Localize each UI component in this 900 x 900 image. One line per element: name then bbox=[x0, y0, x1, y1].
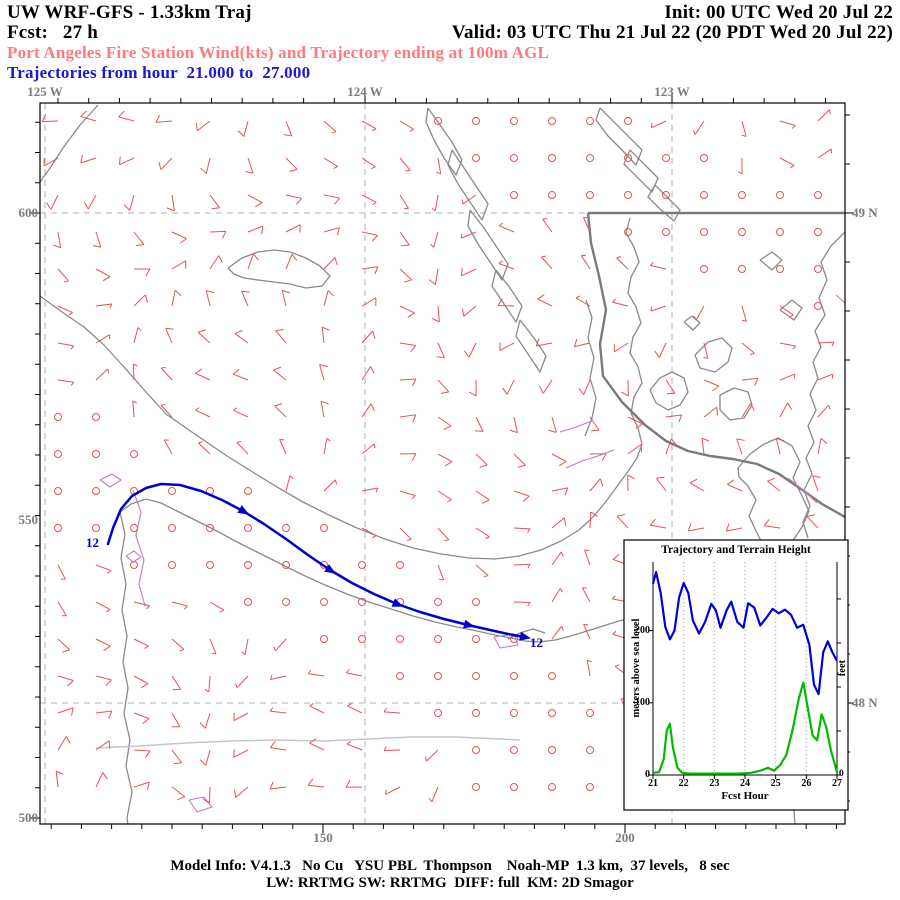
y-axis-tick-label: 550 bbox=[18, 512, 39, 527]
inset-x-tick-label: 27 bbox=[832, 778, 842, 789]
inset-x-tick-label: 25 bbox=[770, 778, 781, 789]
subtitle-wind: Port Angeles Fire Station Wind(kts) and … bbox=[7, 43, 550, 62]
inset-y-tick-label: 100 bbox=[635, 696, 650, 708]
x-axis-tick-label: 200 bbox=[615, 830, 635, 845]
inset-x-tick-label: 22 bbox=[678, 778, 689, 789]
x-axis-tick-label: 150 bbox=[313, 830, 333, 845]
latitude-label: 49 N bbox=[852, 205, 878, 220]
latitude-label: 48 N bbox=[852, 695, 878, 710]
model-info-line1: Model Info: V4.1.3 No Cu YSU PBL Thompso… bbox=[170, 858, 730, 874]
model-title: UW WRF-GFS - 1.33km Traj bbox=[7, 2, 252, 23]
inset-y-axis-title: meters above sea level bbox=[630, 618, 642, 718]
longitude-label: 123 W bbox=[654, 84, 690, 99]
y-axis-tick-label: 600 bbox=[18, 205, 39, 220]
inset-x-tick-label: 26 bbox=[801, 778, 812, 789]
inset-x-tick-label: 23 bbox=[709, 778, 720, 789]
valid-time: Valid: 03 UTC Thu 21 Jul 22 (20 PDT Wed … bbox=[451, 22, 893, 43]
inset-y-tick-label: 200 bbox=[635, 624, 650, 636]
trajectory-end-label: 12 bbox=[530, 635, 543, 650]
longitude-label: 124 W bbox=[347, 84, 383, 99]
init-time: Init: 00 UTC Wed 20 Jul 22 bbox=[664, 2, 893, 23]
inset-x-axis-title: Fcst Hour bbox=[721, 790, 769, 802]
inset-y-tick-label: 0 bbox=[645, 769, 650, 780]
inset-x-tick-label: 21 bbox=[648, 778, 658, 789]
inset-right-tick-label: 0 bbox=[839, 769, 844, 779]
forecast-hour: Fcst: 27 h bbox=[7, 22, 99, 43]
inset-title: Trajectory and Terrain Height bbox=[661, 544, 811, 556]
trajectory-start-label: 12 bbox=[86, 535, 99, 550]
inset-x-tick-label: 24 bbox=[740, 778, 750, 789]
model-info-line2: LW: RRTMG SW: RRTMG DIFF: full KM: 2D Sm… bbox=[266, 875, 634, 891]
longitude-label: 125 W bbox=[27, 84, 63, 99]
y-axis-tick-label: 500 bbox=[18, 810, 39, 825]
subtitle-trajectory: Trajectories from hour 21.000 to 27.000 bbox=[7, 63, 311, 82]
inset-right-axis-title: feet bbox=[836, 659, 848, 677]
